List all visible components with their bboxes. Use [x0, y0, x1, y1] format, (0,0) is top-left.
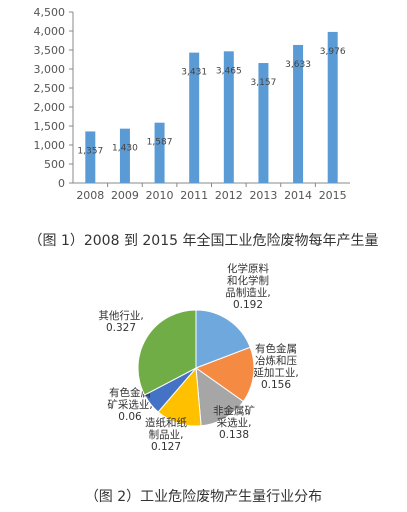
bar-value-label: 1,587: [147, 138, 173, 148]
bar-value-label: 3,976: [320, 47, 346, 57]
y-tick-label: 3,000: [34, 63, 66, 76]
y-tick-label: 4,500: [34, 6, 66, 19]
pie-slice-label-line: 0.327: [106, 322, 136, 334]
pie-slice-label: 化学原料和化学制品制造业, 0.192: [225, 262, 270, 311]
pie-slice-label: 非金属矿采选业, 0.138: [213, 404, 255, 441]
bar: [258, 63, 269, 184]
bar-value-label: 3,465: [216, 66, 242, 76]
pie-slice-label: 有色金属矿采选业, 0.06: [107, 386, 152, 423]
pie-slice-label-line: 0.138: [219, 429, 249, 441]
pie-slice-label-line: 非金属矿: [213, 404, 255, 417]
bar-value-label: 3,633: [285, 60, 311, 70]
y-tick-label: 1,500: [34, 120, 66, 133]
bar: [223, 51, 234, 183]
bar-chart: 0 500 1,000 1,500 2,000 2,500 3,000 3,500 4,000 4…: [34, 6, 350, 202]
y-tick-label: 1,000: [34, 139, 66, 152]
pie-slice-label-line: 矿采选业,: [107, 398, 152, 411]
y-tick-label: 0: [58, 177, 65, 190]
x-tick-label: 2011: [180, 189, 208, 202]
bar: [293, 44, 304, 183]
bar-value-label: 3,431: [181, 68, 207, 78]
x-tick-label: 2009: [111, 189, 139, 202]
pie-slice: [137, 309, 197, 396]
bar: [327, 31, 338, 183]
pie-slice-label-line: 品制造业,: [225, 286, 270, 299]
pie-slice: [194, 346, 255, 403]
figure-2-caption: （图 2）工业危险废物产生量行业分布: [84, 489, 323, 505]
pie-slice-label-line: 0.06: [118, 411, 142, 423]
pie-slice: [195, 309, 251, 369]
bar-value-label: 1,430: [112, 144, 138, 154]
y-tick-label: 4,000: [34, 25, 66, 38]
x-tick-label: 2014: [284, 189, 312, 202]
pie-slice-label-line: 造纸和纸: [145, 416, 187, 429]
pie-slice-label-line: 冶炼和压: [255, 354, 297, 367]
bar: [119, 128, 130, 183]
y-tick-label: 3,500: [34, 44, 66, 57]
bar-value-label: 3,157: [251, 78, 277, 88]
bar: [85, 131, 96, 183]
bar-value-label: 1,357: [77, 146, 103, 156]
pie-slice-label-line: 采选业,: [217, 416, 252, 429]
pie-slice-label-line: 0.156: [261, 379, 291, 391]
pie-slice-label-line: 0.192: [233, 299, 263, 311]
x-tick-label: 2015: [319, 189, 347, 202]
pie-slice-label: 有色金属冶炼和压延加工业, 0.156: [253, 342, 298, 391]
y-tick-label: 500: [44, 158, 65, 171]
pie-slice-label-line: 和化学制: [227, 274, 269, 287]
pie-slice-label-line: 其他行业,: [98, 309, 143, 322]
x-tick-label: 2008: [76, 189, 104, 202]
pie-slice-label: 其他行业, 0.327: [98, 309, 143, 334]
bar: [154, 122, 165, 183]
pie-slice-label-line: 制品业,: [149, 428, 184, 441]
y-tick-label: 2,500: [34, 82, 66, 95]
pie-slice-label-line: 延加工业,: [253, 367, 298, 379]
pie-slice-label: 造纸和纸制品业, 0.127: [145, 416, 187, 453]
pie-slice-label-line: 化学原料: [227, 262, 269, 275]
pie-slice-label-line: 有色金属: [109, 386, 151, 399]
y-tick-label: 2,000: [34, 101, 66, 114]
x-tick-label: 2013: [249, 189, 277, 202]
pie-slice-label-line: 0.127: [151, 441, 181, 453]
bar: [189, 52, 200, 183]
pie-slice-label-line: 有色金属: [255, 342, 297, 355]
x-tick-label: 2012: [215, 189, 243, 202]
figure-1-caption: （图 1）2008 到 2015 年全国工业危险废物每年产生量: [28, 233, 379, 249]
x-tick-label: 2010: [146, 189, 174, 202]
